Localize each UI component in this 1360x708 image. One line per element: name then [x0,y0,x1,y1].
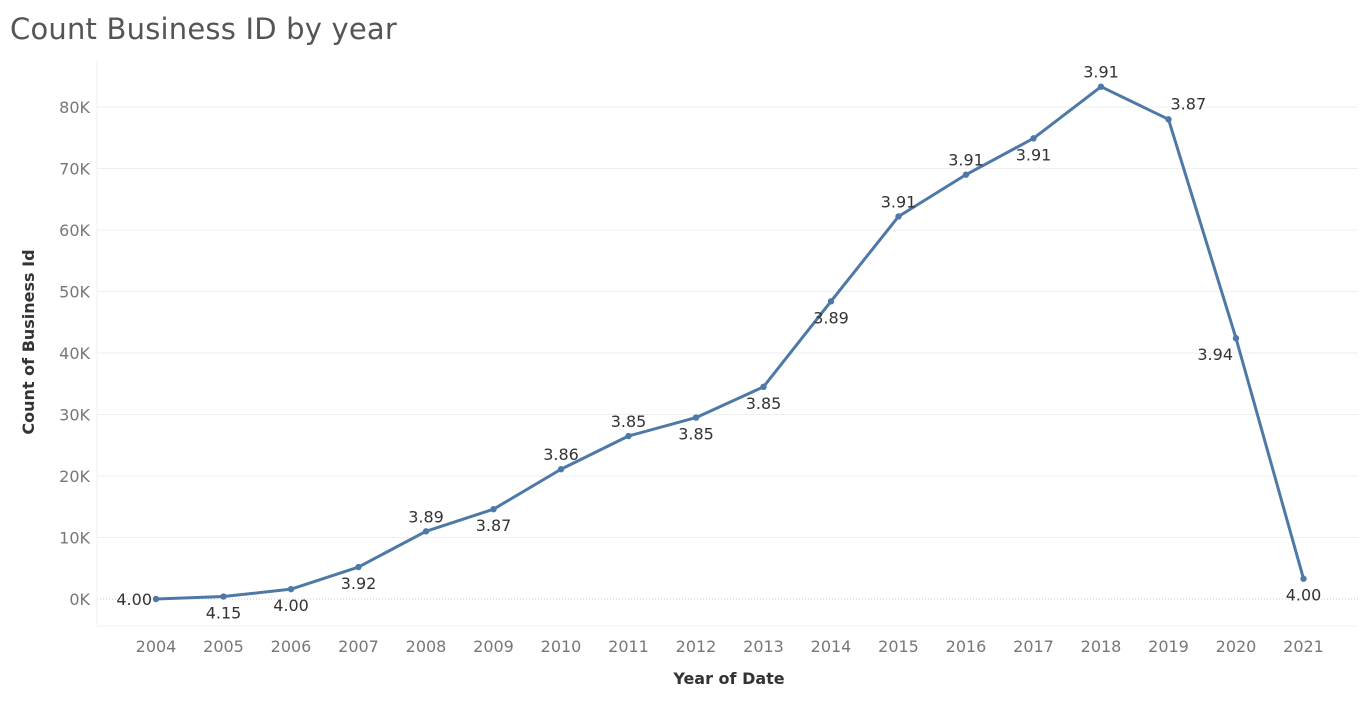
y-tick-label: 40K [59,344,90,363]
data-label: 3.85 [611,412,647,431]
x-tick-label: 2014 [811,637,852,656]
x-tick-label: 2016 [946,637,987,656]
data-label: 3.87 [1171,94,1207,113]
data-point [422,528,430,535]
data-point [152,595,160,603]
x-tick-label: 2017 [1013,637,1054,656]
data-point [1232,335,1240,342]
x-tick-label: 2021 [1283,637,1324,656]
data-point [962,171,970,178]
data-point [1300,575,1307,582]
data-label: 3.89 [408,507,444,526]
data-labels: 4.00 4.15 4.00 3.92 3.89 3.87 3.86 3.85 3.85 3.85… [116,63,1321,623]
data-point [692,414,700,421]
y-tick-label: 0K [69,590,90,609]
data-label: 3.91 [948,151,984,170]
data-point [760,383,767,391]
data-label: 3.87 [476,516,512,535]
data-point [827,298,835,305]
data-label: 3.91 [881,192,917,211]
x-tick-label: 2018 [1081,637,1122,656]
data-point [355,563,362,571]
x-tick-label: 2019 [1148,637,1189,656]
data-label: 3.85 [678,425,714,444]
y-axis-ticks: 0K 10K 20K 30K 40K 50K 60K 70K 80K [59,98,90,609]
x-axis-title: Year of Date [672,669,784,688]
y-tick-label: 70K [59,160,90,179]
series-line [155,85,1305,601]
data-label: 4.00 [1286,586,1322,605]
data-label: 3.92 [341,574,377,593]
data-label: 3.85 [746,394,782,413]
data-point [490,506,497,513]
data-point [625,432,632,440]
y-tick-label: 20K [59,467,90,486]
series-line-group [152,83,1307,603]
x-tick-label: 2009 [473,637,514,656]
x-axis-ticks: 2004 2005 2006 2007 2008 2009 2010 2011 2012 2013… [136,637,1324,656]
data-point [1030,135,1037,142]
x-tick-label: 2020 [1216,637,1257,656]
data-point [220,593,227,600]
x-tick-label: 2007 [338,637,379,656]
x-tick-label: 2012 [676,637,717,656]
x-tick-label: 2005 [203,637,244,656]
x-tick-label: 2006 [271,637,312,656]
x-tick-label: 2013 [743,637,784,656]
data-point [895,213,902,220]
y-tick-label: 10K [59,529,90,548]
chart-title: Count Business ID by year [10,12,398,46]
x-tick-label: 2015 [878,637,919,656]
data-label: 3.94 [1197,345,1233,364]
y-tick-label: 80K [59,98,90,117]
data-label: 4.00 [116,590,152,609]
y-tick-label: 30K [59,406,90,425]
x-tick-label: 2011 [608,637,649,656]
y-tick-label: 50K [59,283,90,302]
data-label: 3.86 [543,445,579,464]
data-point [557,466,565,473]
x-tick-label: 2008 [406,637,447,656]
data-point [1165,116,1172,123]
data-label: 3.91 [1083,63,1119,82]
x-tick-label: 2004 [136,637,177,656]
y-tick-label: 60K [59,221,90,240]
y-axis-title: Count of Business Id [19,249,38,434]
x-tick-label: 2010 [541,637,582,656]
data-point [1097,83,1105,90]
data-point [287,585,295,593]
data-label: 4.00 [273,596,309,615]
data-label: 3.91 [1016,145,1052,164]
gridlines [96,60,1358,627]
data-label: 3.89 [813,308,849,327]
data-label: 4.15 [206,604,242,623]
